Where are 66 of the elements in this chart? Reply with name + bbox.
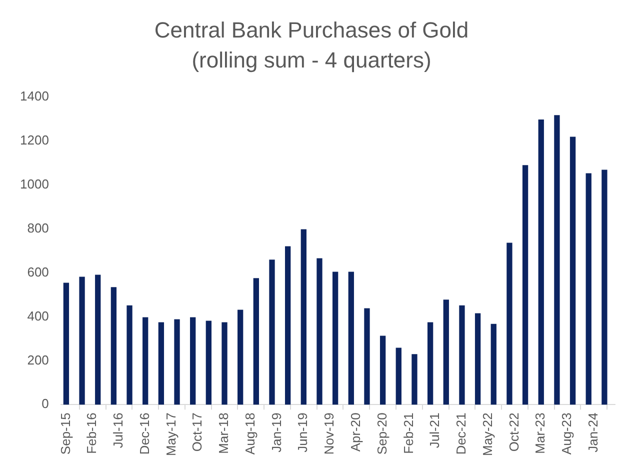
x-tick-label: Mar-23 [532, 412, 548, 454]
y-tick-label: 0 [42, 396, 49, 412]
x-tick-label: Jul-16 [110, 412, 126, 448]
y-tick-label: 800 [27, 220, 49, 236]
bar [238, 310, 244, 405]
bar [95, 274, 101, 405]
x-tick-label: Oct-17 [190, 412, 205, 452]
bar [110, 287, 117, 405]
bar [285, 246, 291, 405]
x-tick-label: Sep-20 [374, 412, 390, 455]
x-tick-label: Sep-15 [58, 412, 73, 455]
bar [300, 229, 306, 405]
bar [269, 260, 275, 405]
bar [380, 336, 386, 405]
y-tick-label: 400 [27, 308, 49, 324]
bar [459, 305, 465, 405]
bar [474, 313, 481, 405]
bar [570, 136, 576, 405]
x-tick-label: Feb-16 [84, 412, 100, 454]
bar [490, 324, 496, 405]
bar [538, 120, 544, 405]
bar [253, 278, 259, 405]
x-tick-label: Jun-19 [295, 412, 310, 452]
x-tick-label: Jul-21 [427, 412, 442, 448]
y-tick-label: 1000 [20, 176, 49, 192]
x-tick-label: Dec-21 [454, 412, 469, 455]
bar [316, 258, 322, 405]
bar [586, 173, 592, 405]
x-tick-label: Jan-19 [268, 412, 284, 452]
bar [443, 300, 449, 405]
bar [79, 276, 85, 405]
y-tick-label: 200 [27, 352, 49, 368]
bar [190, 317, 196, 405]
x-tick-label: Nov-19 [322, 412, 337, 455]
bar [602, 170, 608, 405]
bar [412, 354, 418, 405]
chart-subtitle: (rolling sum - 4 quarters) [192, 48, 432, 73]
bar [174, 319, 180, 405]
x-tick-label: Feb-21 [400, 412, 416, 454]
bar [206, 320, 212, 405]
chart-title: Central Bank Purchases of Gold [154, 17, 469, 42]
x-tick-label: Mar-18 [216, 412, 232, 454]
bar [158, 322, 164, 405]
x-tick-label: May-17 [163, 412, 178, 456]
bar [332, 272, 338, 405]
bar [506, 242, 512, 405]
bar [554, 115, 560, 405]
bar [126, 305, 132, 405]
y-tick-label: 600 [27, 264, 49, 280]
x-tick-label: Apr-20 [348, 412, 364, 452]
bar [427, 322, 434, 405]
y-tick-label: 1400 [20, 88, 49, 104]
x-tick-label: Aug-23 [559, 412, 574, 455]
x-tick-label: Aug-18 [242, 412, 258, 455]
x-tick-label: Oct-22 [506, 412, 522, 452]
bar [522, 165, 528, 405]
y-tick-label: 1200 [20, 132, 49, 148]
x-tick-label: May-22 [480, 412, 495, 456]
bar [396, 348, 402, 405]
x-tick-label: Dec-16 [136, 412, 152, 455]
bar [63, 282, 70, 405]
bar [222, 322, 228, 405]
bar [142, 317, 148, 405]
bar [348, 272, 354, 405]
bar [364, 308, 370, 405]
x-tick-label: Jan-24 [585, 412, 600, 452]
